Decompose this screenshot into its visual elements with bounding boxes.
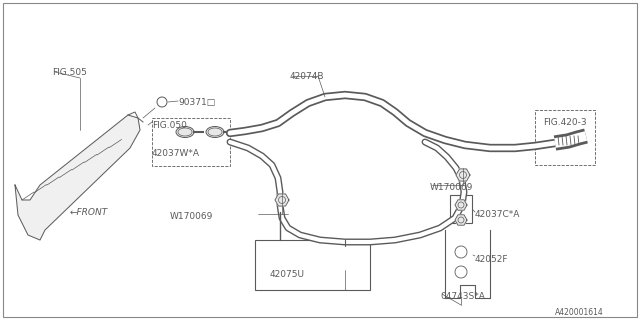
Ellipse shape [176,126,194,138]
Text: 42037C*A: 42037C*A [475,210,520,219]
Polygon shape [15,115,140,240]
Polygon shape [275,194,289,206]
Text: ←FRONT: ←FRONT [70,208,108,217]
Text: 90371□: 90371□ [178,98,215,107]
Bar [152,118,230,166]
Text: FIG.050: FIG.050 [152,121,187,130]
Text: 42052F: 42052F [475,255,509,264]
Text: A420001614: A420001614 [555,308,604,317]
Text: W170069: W170069 [170,212,213,221]
Text: 42037W*A: 42037W*A [152,149,200,158]
Bar [450,195,472,223]
Polygon shape [455,215,467,225]
Polygon shape [456,169,470,181]
Text: 04743S*A: 04743S*A [440,292,485,301]
Text: 42074B: 42074B [290,72,324,81]
Text: 42075U: 42075U [270,270,305,279]
Text: FIG.420-3: FIG.420-3 [543,118,587,127]
Bar [255,240,370,290]
Text: W170069: W170069 [430,183,474,192]
Bar [535,110,595,165]
Text: FIG.505: FIG.505 [52,68,87,77]
Polygon shape [455,200,467,210]
Ellipse shape [206,126,224,138]
